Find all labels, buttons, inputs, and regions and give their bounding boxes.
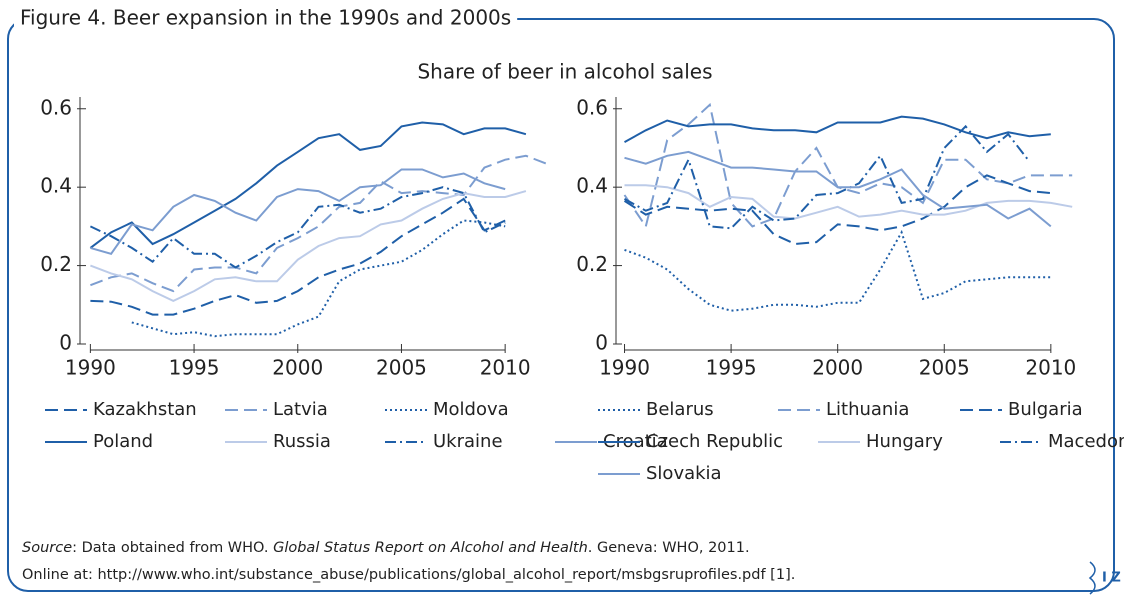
x-tick-label: 2000 [812,356,863,380]
series-line [624,124,1031,230]
y-tick-label: 0.2 [576,252,608,276]
legend-label: Belarus [646,399,714,420]
x-tick-label: 1990 [65,356,116,380]
y-tick-label: 0.6 [40,95,72,119]
legend-label: Lithuania [826,399,909,420]
y-tick-label: 0.4 [576,174,608,198]
series-line [90,197,506,316]
y-tick-label: 0.6 [576,95,608,119]
x-tick-label: 2005 [376,356,427,380]
source-label: Source [22,540,72,556]
series-line [90,168,506,255]
series-line [90,154,547,293]
x-tick-label: 2005 [919,356,970,380]
x-tick-label: 1995 [706,356,757,380]
plots: 0 0.2 0.4 0.6 1990 1995 2000 2005 2010 Kazakhstan… [40,95,1124,484]
legend-label: Bulgaria [1008,399,1083,420]
title-background [14,6,518,32]
series-line [624,115,1051,143]
series-line [89,121,527,249]
source-url: Online at: http://www.who.int/substance_… [22,567,795,583]
series-line [623,174,1051,246]
x-tick-label: 1990 [599,356,650,380]
frame [7,18,1115,592]
logo-mark [1088,561,1096,595]
y-tick-label: 0.4 [40,174,72,198]
x-tick-label: 2010 [1025,356,1076,380]
x-tick-label: 1995 [169,356,220,380]
x-tick-label: 2000 [272,356,323,380]
legend-label: Moldova [433,399,509,420]
figure-title: Figure 4. Beer expansion in the 1990s an… [20,6,511,30]
legend-label: Russia [273,431,331,452]
legend-label: Kazakhstan [93,399,197,420]
series-line [624,184,1073,220]
legend-label: Slovakia [646,463,722,484]
legend-label: Ukraine [433,431,503,452]
series-line [624,150,1052,228]
y-tick-label: 0 [595,331,608,355]
y-tick-label: 0 [59,331,72,355]
legend-label: Macedonia [1048,431,1124,452]
legend-label: Latvia [273,399,328,420]
series-line [90,190,527,303]
source-text: . Geneva: WHO, 2011. [588,540,750,556]
subtitle: Share of beer in alcohol sales [417,60,712,84]
series-line [89,186,506,269]
x-tick-label: 2010 [480,356,531,380]
series-line [623,102,1073,229]
source-report: Global Status Report on Alcohol and Heal… [273,540,588,556]
legend-label: Hungary [866,431,943,452]
source-text: : Data obtained from WHO. [72,540,273,556]
series-line [624,229,1051,312]
y-tick-label: 0.2 [40,252,72,276]
legend-label: Czech Republic [646,431,783,452]
source: Source: Data obtained from WHO. Global S… [22,540,750,556]
legend-label: Poland [93,431,153,452]
logo: I Z A [1102,571,1124,586]
